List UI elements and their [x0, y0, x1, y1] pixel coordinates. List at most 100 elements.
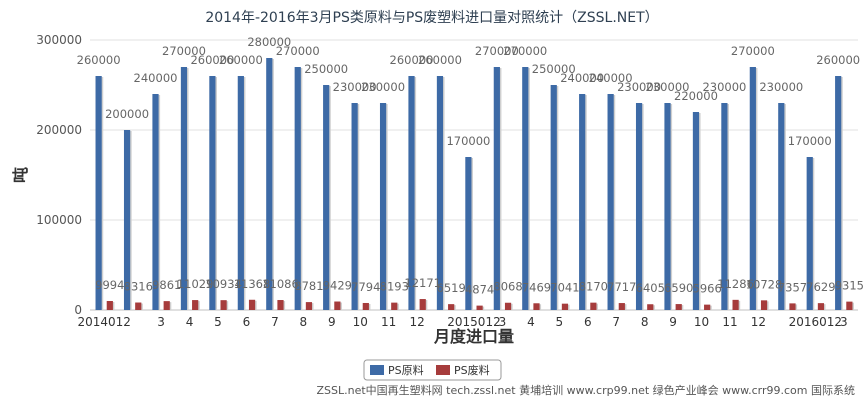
bar-ps-raw [635, 103, 643, 310]
x-tick-label: 3 [840, 315, 848, 329]
data-label-ps-waste: 7717 [607, 280, 636, 294]
bar-ps-waste [419, 299, 426, 310]
bar-ps-waste [163, 301, 170, 310]
legend-label-ps-raw[interactable]: PS原料 [388, 363, 424, 377]
legend[interactable]: PS原料 PS废料 [363, 359, 502, 381]
bar-ps-waste [220, 300, 227, 310]
x-axis-label: 月度进口量 [433, 327, 514, 346]
bar-ps-raw [351, 103, 358, 310]
x-tick-label: 3 [157, 315, 165, 329]
bar-ps-raw [379, 103, 387, 310]
data-label-ps-raw: 240000 [589, 71, 633, 85]
x-tick-label: 11 [381, 315, 396, 329]
bar-ps-waste [675, 304, 682, 310]
bar-ps-waste [192, 300, 199, 310]
data-label-ps-raw: 250000 [532, 62, 576, 76]
bar-ps-raw [123, 130, 131, 310]
data-label-ps-raw: 170000 [788, 134, 832, 148]
bar-ps-raw [579, 94, 586, 310]
data-label-ps-raw: 280000 [247, 35, 291, 49]
bar-ps-raw [778, 103, 785, 310]
data-label-ps-waste: 9315 [835, 279, 864, 293]
chart-title: 2014年-2016年3月PS类原料与PS废塑料进口量对照统计（ZSSL.NET… [205, 10, 658, 26]
bar-ps-raw [408, 76, 415, 310]
data-label-ps-waste: 7469 [522, 280, 551, 294]
bar-ps-waste [305, 302, 313, 310]
bar-ps-raw [493, 67, 500, 310]
bar-ps-raw [436, 76, 444, 310]
bar-layer [95, 58, 854, 310]
x-tick-label: 10 [353, 315, 368, 329]
bar-ps-raw [152, 94, 159, 310]
bar-ps-waste [760, 300, 768, 310]
data-label-ps-raw: 230000 [702, 80, 746, 94]
data-label-ps-waste: 7794 [351, 280, 380, 294]
bar-ps-raw [550, 85, 557, 310]
x-tick-label: 5 [556, 315, 564, 329]
bar-ps-raw [607, 94, 614, 310]
x-tick-label: 9 [328, 315, 336, 329]
bar-ps-raw [95, 76, 102, 310]
legend-label-ps-waste[interactable]: PS废料 [454, 363, 490, 377]
bar-ps-raw [237, 76, 244, 310]
bar-ps-waste [590, 302, 597, 310]
x-tick-label: 7 [271, 315, 279, 329]
data-label-ps-raw: 270000 [276, 44, 320, 58]
y-axis-ticks: 0 100000 200000 300000 [36, 33, 82, 317]
x-tick-label: 12 [409, 315, 424, 329]
data-label-ps-raw: 230000 [617, 80, 661, 94]
data-label-ps-waste: 11368 [234, 277, 271, 291]
x-tick-label: 12 [751, 315, 766, 329]
bar-ps-waste [561, 303, 569, 310]
bar-ps-raw [806, 157, 813, 310]
bar-ps-raw [692, 112, 700, 310]
x-tick-label: 3 [499, 315, 507, 329]
data-label-ps-waste: 8316 [124, 280, 153, 294]
bar-ps-waste [391, 302, 398, 310]
bar-ps-raw [522, 67, 529, 310]
x-tick-label: 8 [300, 315, 308, 329]
data-label-ps-raw: 260000 [77, 53, 121, 67]
data-label-ps-waste: 7357 [778, 280, 807, 294]
x-tick-label: 2015012 [447, 315, 500, 329]
bar-ps-waste [504, 302, 512, 310]
bar-ps-waste [789, 303, 796, 310]
legend-swatch-ps-raw [370, 365, 384, 375]
bar-ps-waste [362, 302, 369, 310]
legend-box [363, 359, 502, 381]
bar-ps-waste [817, 303, 825, 310]
data-label-ps-waste: 7041 [550, 281, 579, 295]
x-tick-label: 5 [214, 315, 222, 329]
y-tick-label: 200000 [36, 123, 82, 137]
grid-layer [90, 39, 858, 311]
data-label-ps-waste: 10728 [746, 277, 783, 291]
bar-ps-waste [647, 304, 654, 310]
bar-ps-raw [664, 103, 671, 310]
data-label-ps-waste: 8193 [380, 280, 409, 294]
y-tick-label: 100000 [36, 213, 82, 227]
data-label-ps-raw: 270000 [162, 44, 206, 58]
data-label-ps-waste: 11286 [717, 277, 754, 291]
data-label-ps-waste: 6590 [664, 281, 693, 295]
bar-ps-raw [721, 103, 728, 310]
y-tick-label: 300000 [36, 33, 82, 47]
data-label-ps-raw: 250000 [304, 62, 348, 76]
bar-ps-raw [749, 67, 756, 310]
bar-ps-waste [618, 303, 625, 310]
bar-ps-raw [465, 157, 472, 310]
data-label-ps-raw: 260000 [219, 53, 263, 67]
bar-ps-waste [334, 301, 341, 310]
x-tick-label: 7 [612, 315, 620, 329]
bar-ps-waste [476, 305, 483, 310]
data-label-ps-raw: 200000 [105, 107, 149, 121]
bar-ps-raw [209, 76, 216, 310]
x-tick-label: 11 [722, 315, 737, 329]
data-label-ps-raw: 220000 [674, 89, 718, 103]
data-label-ps-waste: 5966 [693, 282, 722, 296]
bar-ps-raw [266, 58, 273, 310]
bar-ps-raw [323, 85, 330, 310]
bar-ps-waste [277, 300, 284, 310]
bar-ps-raw [835, 76, 842, 310]
data-label-ps-waste: 11086 [262, 277, 299, 291]
